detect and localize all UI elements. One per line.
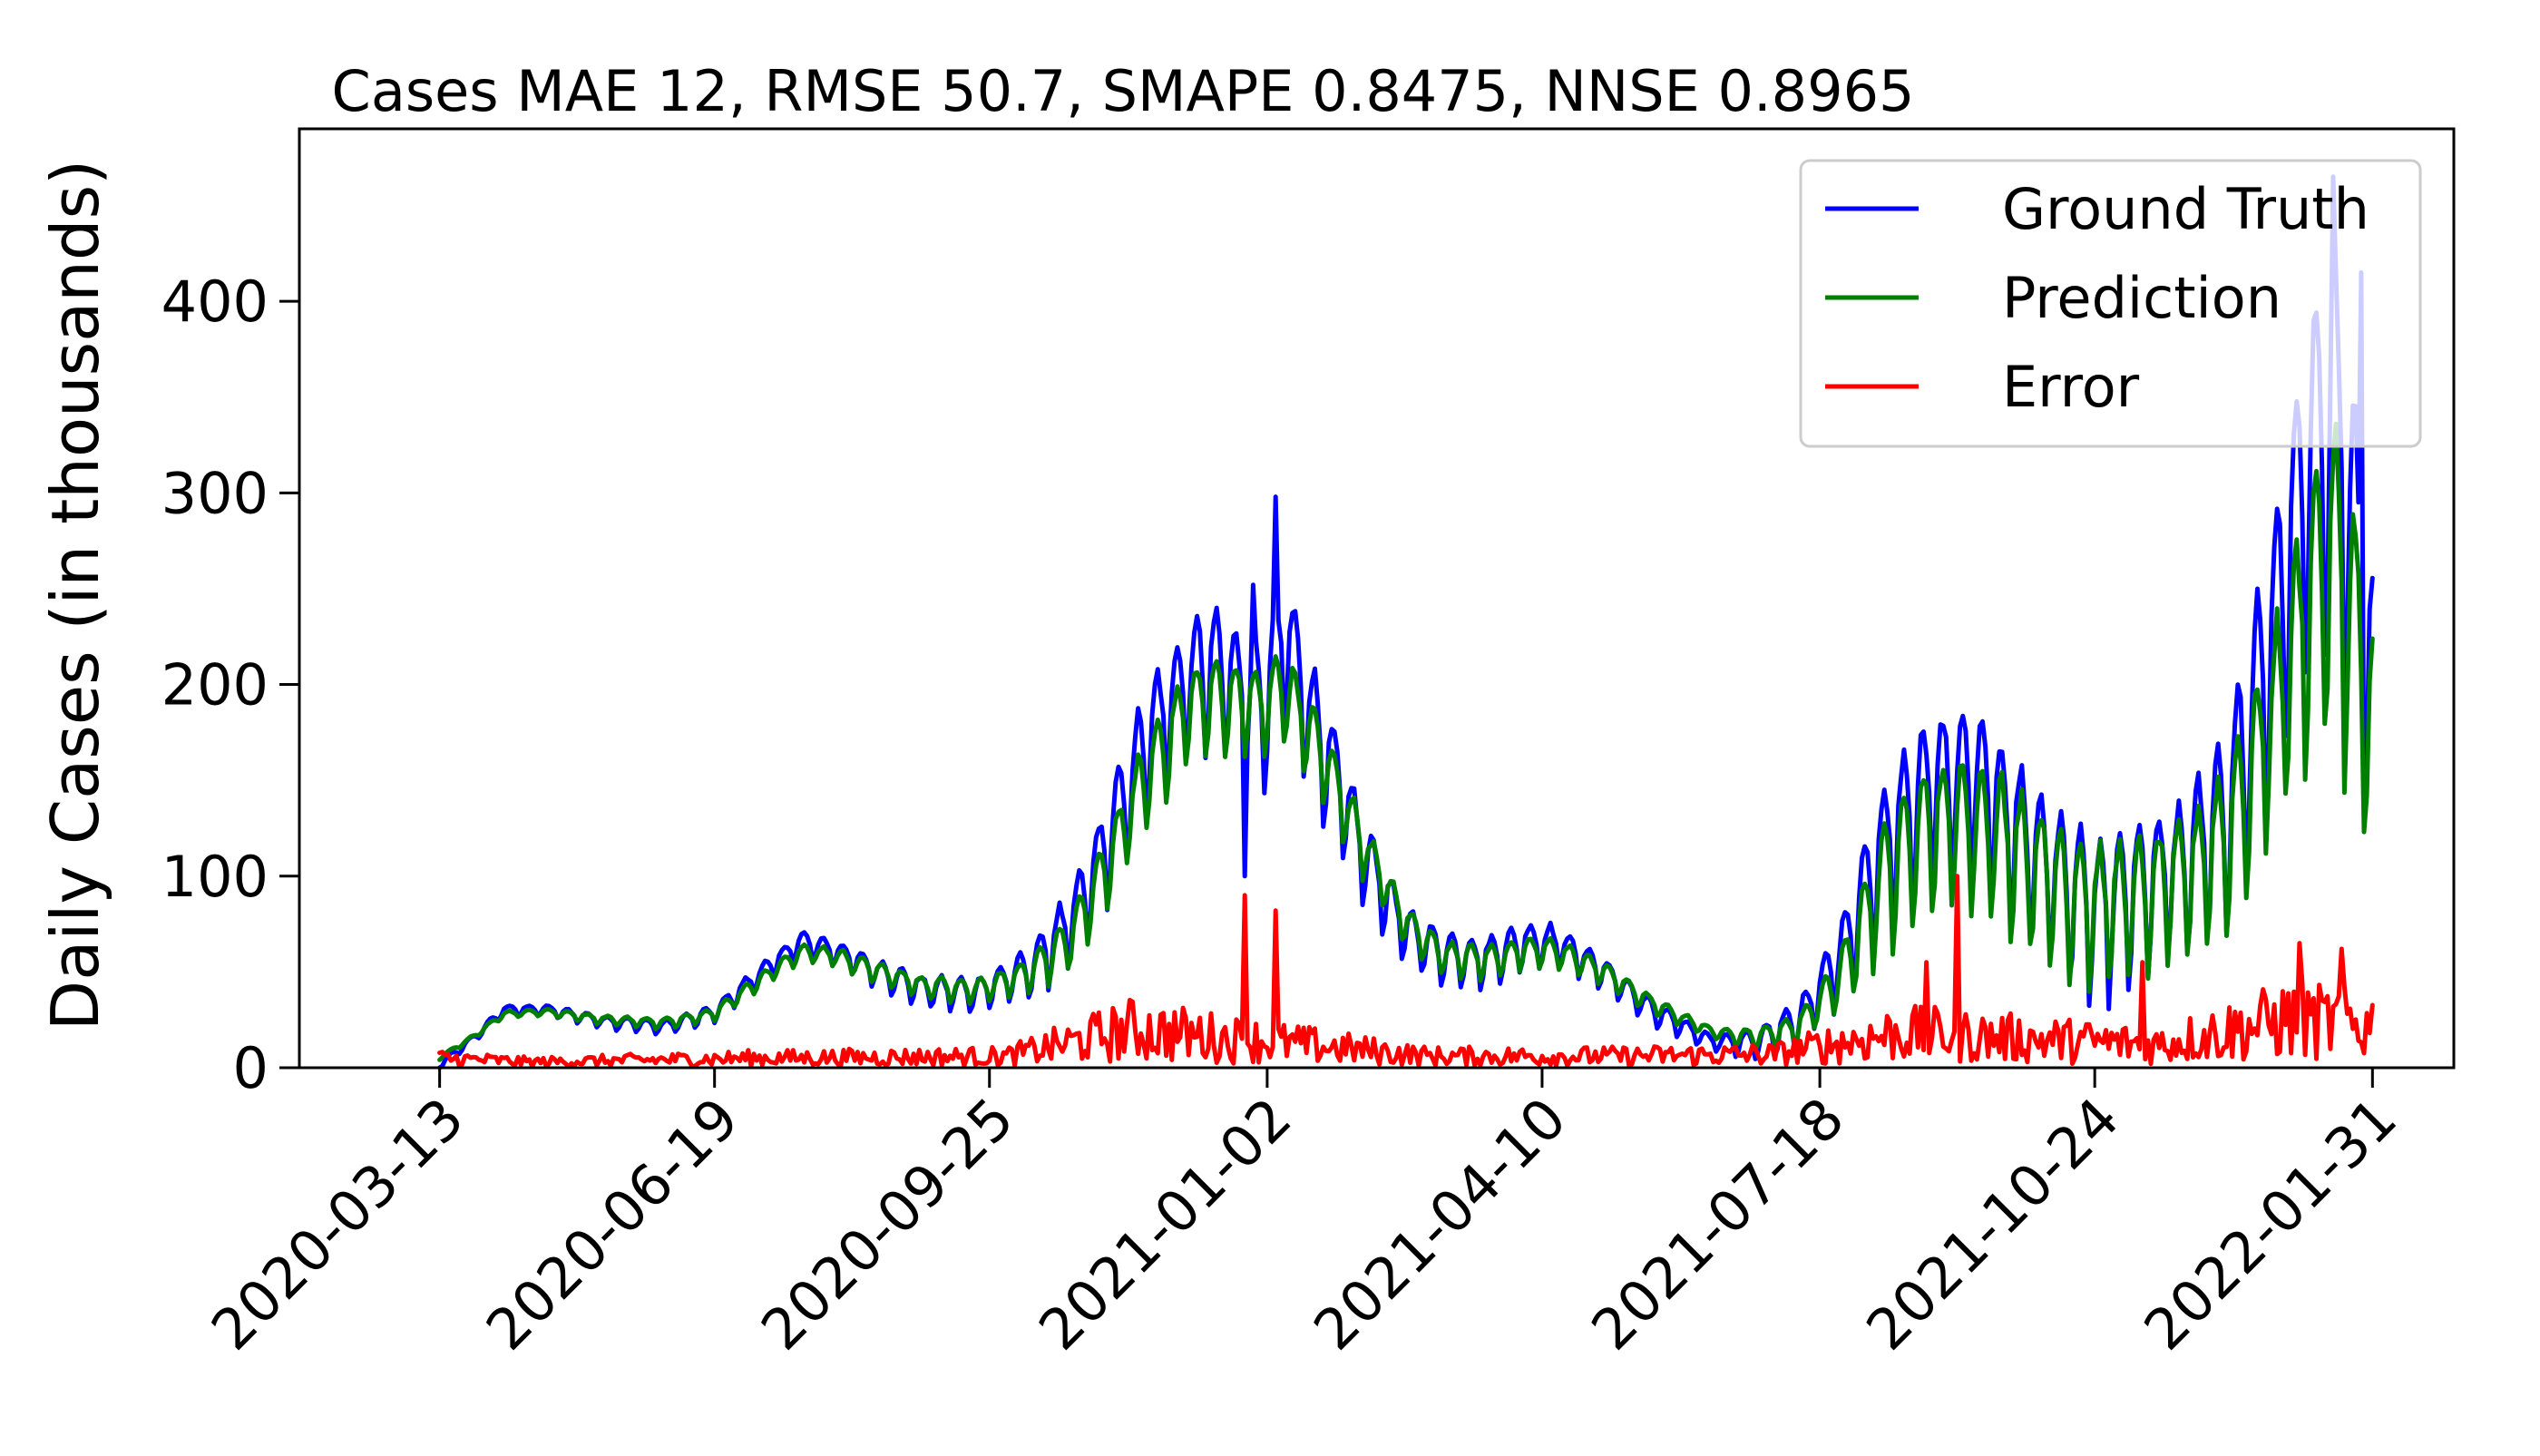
legend-label: Prediction — [2002, 265, 2281, 331]
y-axis-label: Daily Cases (in thousands) — [37, 160, 113, 1031]
series-line-error — [437, 874, 2375, 1070]
legend: Ground Truth Prediction Error — [1799, 159, 2422, 448]
legend-box — [1799, 159, 2422, 448]
y-tick-label: 200 — [161, 652, 269, 718]
y-tick-label: 100 — [161, 844, 269, 910]
plot-lines — [437, 174, 2375, 1070]
legend-label: Ground Truth — [2002, 176, 2369, 242]
series-line-prediction — [437, 421, 2375, 1062]
y-tick-label: 400 — [161, 269, 269, 335]
y-tick-label: 0 — [233, 1035, 269, 1101]
y-axis-ticks: 0 100 200 300 400 — [161, 269, 299, 1101]
y-tick-label: 300 — [161, 460, 269, 526]
legend-label: Error — [2002, 354, 2140, 420]
chart-title: Cases MAE 12, RMSE 50.7, SMAPE 0.8475, N… — [332, 58, 1915, 124]
plot-frame — [298, 127, 2456, 1070]
